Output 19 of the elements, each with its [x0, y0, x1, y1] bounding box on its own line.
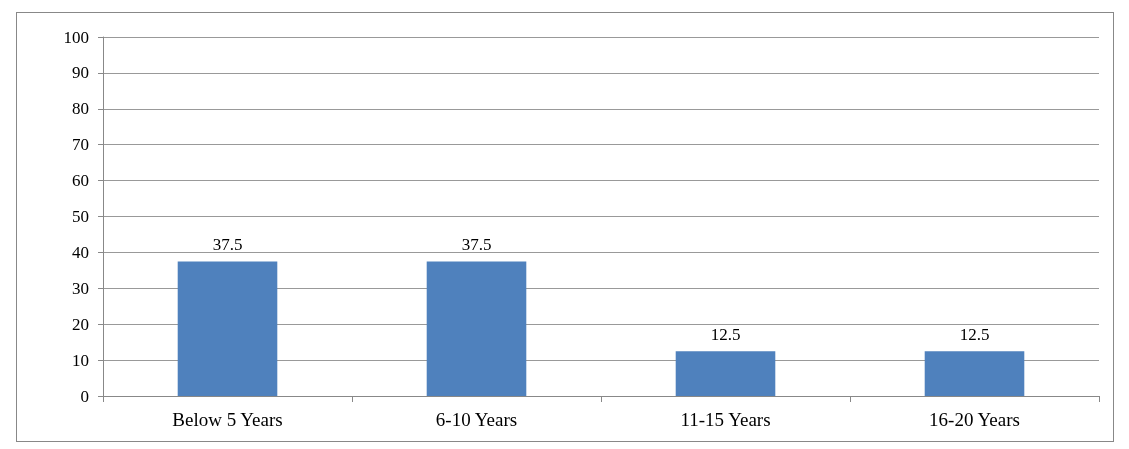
y-tick-label: 40: [72, 242, 89, 262]
y-tick-label: 60: [72, 171, 89, 191]
y-tick-label: 30: [72, 278, 89, 298]
data-label: 12.5: [959, 325, 990, 345]
y-tick-label: 10: [72, 350, 89, 370]
x-tick-label: 11-15 Years: [680, 409, 771, 430]
y-tick-label: 100: [63, 27, 89, 47]
data-label: 37.5: [461, 235, 492, 255]
x-tick-label: 16-20 Years: [929, 409, 1020, 430]
y-tick-label: 90: [72, 63, 89, 83]
data-label: 37.5: [212, 235, 243, 255]
y-tick-label: 50: [72, 207, 89, 226]
y-tick-label: 20: [72, 314, 89, 334]
x-tick-label: 6-10 Years: [435, 409, 518, 430]
y-tick-label: 0: [80, 386, 89, 406]
data-label: 12.5: [710, 325, 741, 345]
x-tick-label: Below 5 Years: [172, 409, 283, 430]
y-tick-label: 70: [72, 135, 89, 155]
y-tick-label: 80: [72, 99, 89, 119]
